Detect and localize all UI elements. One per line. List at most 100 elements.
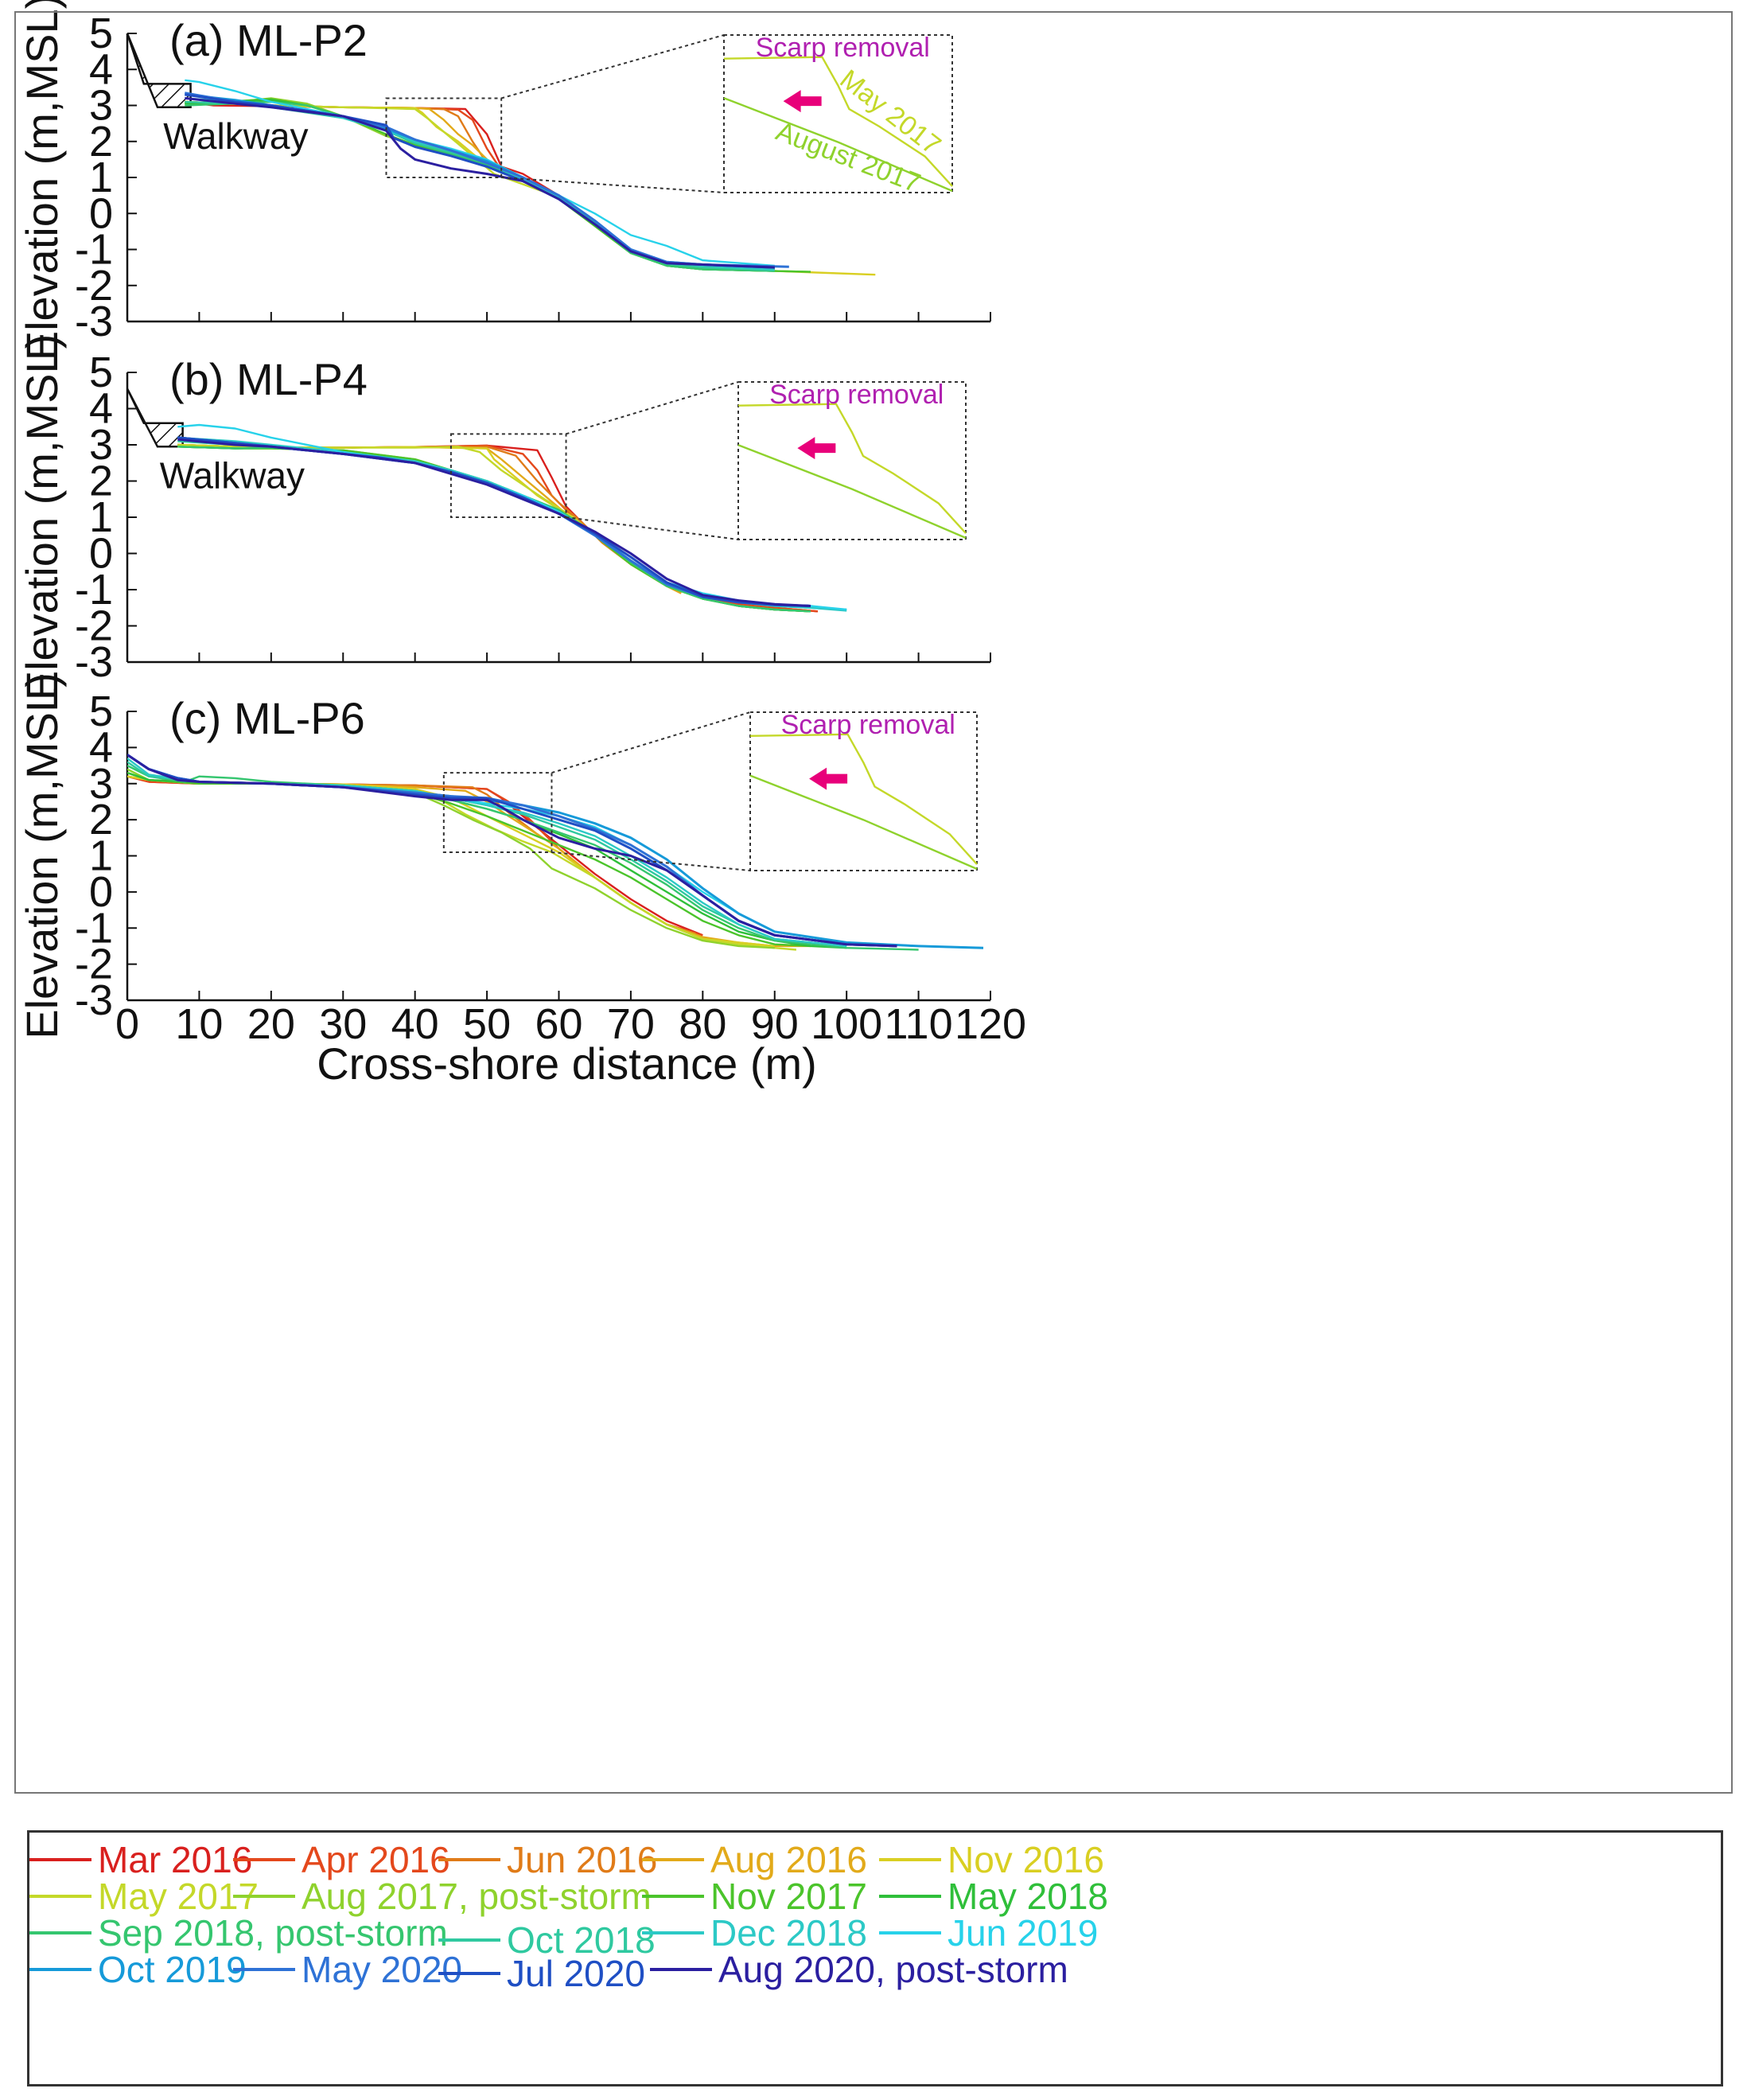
legend-item: Nov 2017: [642, 1872, 867, 1920]
y-tick-label: 3: [89, 82, 113, 130]
inset-frame: [723, 34, 953, 193]
x-tick-label: 80: [679, 1000, 726, 1048]
y-tick-label: 3: [89, 421, 113, 469]
legend-item: Aug 2017, post-storm: [233, 1872, 652, 1920]
legend-item: Sep 2018, post-storm: [29, 1909, 448, 1957]
legend-item: Jun 2016: [438, 1836, 657, 1884]
legend-swatch: [29, 1858, 91, 1861]
zoom-box: [385, 97, 503, 178]
legend-swatch: [29, 1895, 91, 1898]
legend-swatch: [438, 1971, 500, 1975]
legend-label: Jul 2020: [507, 1952, 645, 1994]
arrow-left-icon: [797, 437, 836, 460]
y-tick-label: -1: [75, 904, 113, 952]
zoom-connector: [500, 34, 725, 99]
y-tick-label: 2: [89, 118, 113, 166]
series-group: [185, 79, 876, 276]
legend-label: Sep 2018, post-storm: [98, 1912, 448, 1954]
scarp-removal-label: Scarp removal: [769, 380, 944, 410]
y-axis-label: Elevation (m,MSL): [17, 334, 67, 701]
legend-swatch: [879, 1931, 941, 1934]
legend-label: Jun 2016: [507, 1839, 658, 1880]
y-tick-label: 4: [89, 385, 113, 433]
legend-item: Mar 2016: [29, 1836, 252, 1884]
figure-frame: [14, 11, 1733, 1794]
legend-swatch: [879, 1858, 941, 1861]
inset-aug-2017-line: [737, 444, 967, 540]
legend-label: Aug 2016: [710, 1839, 867, 1880]
y-tick-label: 2: [89, 796, 113, 844]
panel-title: (b) ML-P4: [169, 354, 368, 404]
series-line-aug-2020-post-storm: [185, 96, 775, 269]
inset-panel: Scarp removal: [737, 380, 967, 540]
legend-swatch: [438, 1938, 500, 1942]
y-axis-label: Elevation (m,MSL): [17, 672, 67, 1039]
x-tick-label: 120: [955, 1000, 1026, 1048]
legend-item: Apr 2016: [233, 1836, 450, 1884]
y-tick-label: -2: [75, 941, 113, 988]
legend-swatch: [233, 1895, 295, 1898]
inset-aug-2017-line: [749, 774, 978, 871]
legend-label: Dec 2018: [710, 1912, 867, 1954]
y-tick-label: 2: [89, 458, 113, 505]
y-tick-label: 1: [89, 493, 113, 541]
legend-label: May 2020: [302, 1949, 463, 1990]
legend-item: Jul 2020: [438, 1950, 645, 1997]
legend-item: May 2020: [233, 1946, 462, 1993]
y-tick-label: 1: [89, 154, 113, 201]
legend-item: Aug 2020, post-storm: [650, 1946, 1068, 1993]
zoom-connector: [551, 711, 751, 774]
y-tick-label: 3: [89, 760, 113, 808]
y-tick-label: -1: [75, 226, 113, 274]
x-tick-label: 70: [607, 1000, 655, 1048]
x-tick-label: 30: [319, 1000, 367, 1048]
y-tick-label: 0: [89, 868, 113, 916]
panel-title: (a) ML-P2: [169, 15, 368, 65]
series-line-jun-2019: [185, 79, 775, 267]
y-tick-label: -3: [75, 298, 113, 345]
y-tick-label: -3: [75, 638, 113, 686]
legend-swatch: [29, 1968, 91, 1971]
legend-label: Apr 2016: [302, 1839, 450, 1880]
y-tick-label: -1: [75, 566, 113, 614]
y-tick-label: -2: [75, 602, 113, 650]
legend-item: Nov 2016: [879, 1836, 1104, 1884]
x-tick-label: 10: [175, 1000, 223, 1048]
inset-may-2017-line: [749, 733, 978, 865]
series-group: [127, 754, 984, 951]
walkway-label: Walkway: [160, 454, 305, 496]
legend-swatch: [650, 1968, 712, 1971]
series-group: [177, 423, 847, 613]
legend-swatch: [233, 1968, 295, 1971]
y-tick-label: 5: [89, 688, 113, 735]
legend-label: Jun 2019: [947, 1912, 1099, 1954]
panel-title: (c) ML-P6: [169, 693, 365, 743]
legend-swatch: [233, 1858, 295, 1861]
zoom-box: [449, 433, 567, 518]
y-tick-label: 0: [89, 189, 113, 237]
legend: Mar 2016 Apr 2016 Jun 2016 Aug 2016 Nov 2016…: [27, 1830, 1723, 2086]
zoom-connector: [566, 381, 739, 435]
inset-frame: [749, 711, 978, 871]
y-tick-label: 5: [89, 10, 113, 57]
legend-label: Aug 2017, post-storm: [302, 1876, 652, 1917]
series-line-aug-2020-post-storm: [177, 438, 811, 607]
legend-swatch: [29, 1931, 91, 1934]
legend-label: Nov 2016: [947, 1839, 1104, 1880]
legend-label: May 2018: [947, 1876, 1109, 1917]
inset-frame: [737, 381, 967, 540]
x-tick-label: 100: [811, 1000, 882, 1048]
zoom-box: [442, 772, 553, 853]
y-tick-label: -3: [75, 976, 113, 1024]
inset-aug-2017-line: [723, 97, 953, 193]
x-axis-label: Cross-shore distance (m): [317, 1038, 817, 1089]
legend-item: Dec 2018: [642, 1909, 867, 1957]
legend-swatch: [438, 1858, 500, 1861]
x-tick-label: 60: [535, 1000, 582, 1048]
legend-label: Mar 2016: [98, 1839, 253, 1880]
series-line-sep-2018-post-storm: [185, 100, 775, 272]
x-tick-label: 40: [391, 1000, 439, 1048]
